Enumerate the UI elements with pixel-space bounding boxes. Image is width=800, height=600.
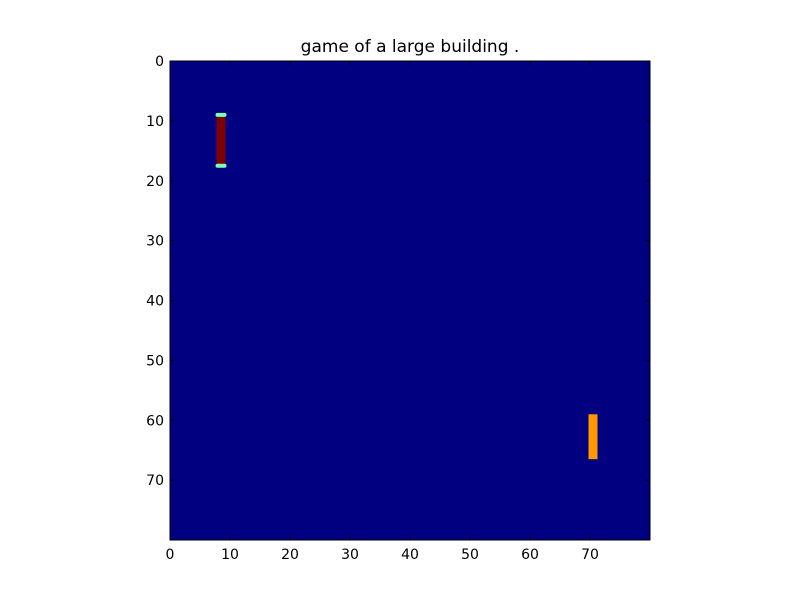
ticks-layer: 0 10 20 30 40 50 60 70 0 10 20 30 40 50 60 70 bbox=[146, 54, 650, 563]
left-paddle-bottom-cap bbox=[215, 163, 227, 168]
right-paddle bbox=[588, 414, 598, 460]
game-board bbox=[170, 61, 650, 540]
x-tick-label: 70 bbox=[581, 547, 599, 563]
x-tick-label: 30 bbox=[341, 547, 359, 563]
left-paddle bbox=[216, 114, 226, 166]
y-tick-label: 20 bbox=[146, 174, 164, 190]
y-tick-label: 50 bbox=[146, 353, 164, 369]
x-tick-label: 60 bbox=[521, 547, 539, 563]
y-tick-label: 60 bbox=[146, 413, 164, 429]
x-tick-label: 50 bbox=[461, 547, 479, 563]
x-tick-label: 0 bbox=[166, 547, 175, 563]
paddles-layer bbox=[215, 112, 598, 460]
left-paddle-top-cap bbox=[215, 112, 227, 117]
plot-title: game of a large building . bbox=[301, 37, 520, 57]
y-tick-label: 0 bbox=[155, 54, 164, 70]
x-tick-label: 20 bbox=[281, 547, 299, 563]
y-tick-label: 10 bbox=[146, 114, 164, 130]
y-tick-label: 40 bbox=[146, 294, 164, 310]
y-tick-label: 70 bbox=[146, 473, 164, 489]
x-tick-label: 10 bbox=[221, 547, 239, 563]
y-tick-label: 30 bbox=[146, 234, 164, 250]
x-tick-label: 40 bbox=[401, 547, 419, 563]
